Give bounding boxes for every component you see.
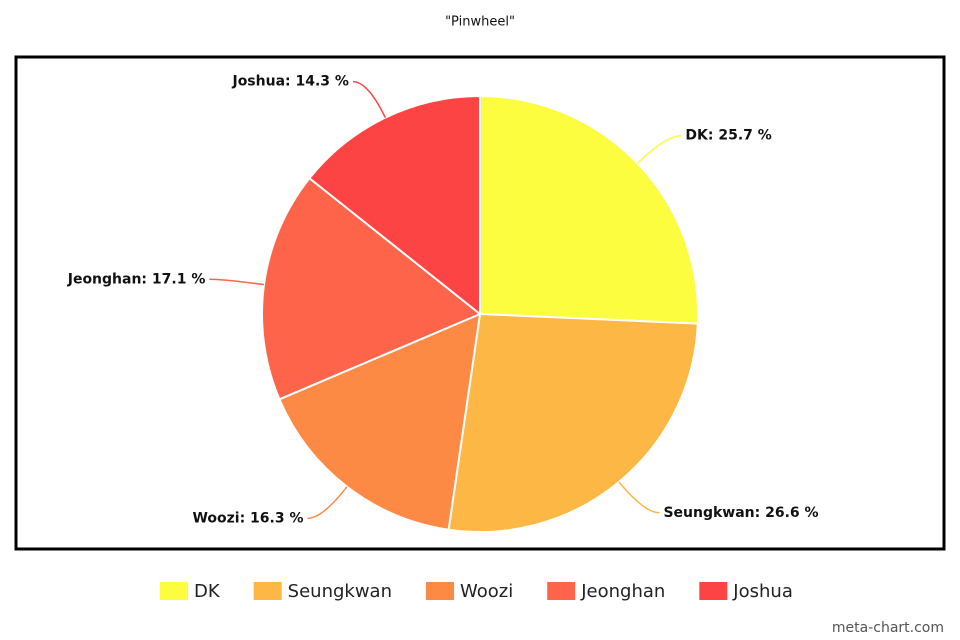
data-label: Woozi: 16.3 % bbox=[192, 510, 303, 526]
leader-line bbox=[636, 134, 682, 164]
pie-slice bbox=[447, 312, 699, 533]
leader-line bbox=[209, 278, 265, 286]
legend-label: Seungkwan bbox=[288, 581, 392, 602]
data-label: Seungkwan: 26.6 % bbox=[663, 505, 818, 521]
legend-swatch bbox=[699, 582, 728, 600]
legend-swatch bbox=[547, 582, 576, 600]
watermark: meta-chart.com bbox=[832, 620, 944, 636]
leader-line bbox=[352, 80, 387, 118]
legend-label: Jeonghan bbox=[580, 581, 665, 602]
legend-label: Joshua bbox=[732, 581, 793, 602]
chart-title: "Pinwheel" bbox=[445, 15, 515, 30]
legend-label: DK bbox=[194, 581, 221, 602]
pie-slice bbox=[278, 312, 482, 531]
legend-swatch bbox=[253, 582, 282, 600]
legend-swatch bbox=[160, 582, 188, 600]
data-label: Jeonghan: 17.1 % bbox=[67, 271, 206, 287]
data-label: Joshua: 14.3 % bbox=[231, 74, 348, 90]
pie-slice bbox=[479, 94, 699, 325]
data-label: DK: 25.7 % bbox=[685, 128, 771, 144]
leader-line bbox=[618, 481, 660, 514]
legend-swatch bbox=[426, 582, 454, 600]
legend-label: Woozi bbox=[460, 581, 513, 602]
leader-line bbox=[307, 486, 348, 520]
plot-frame bbox=[14, 55, 946, 551]
